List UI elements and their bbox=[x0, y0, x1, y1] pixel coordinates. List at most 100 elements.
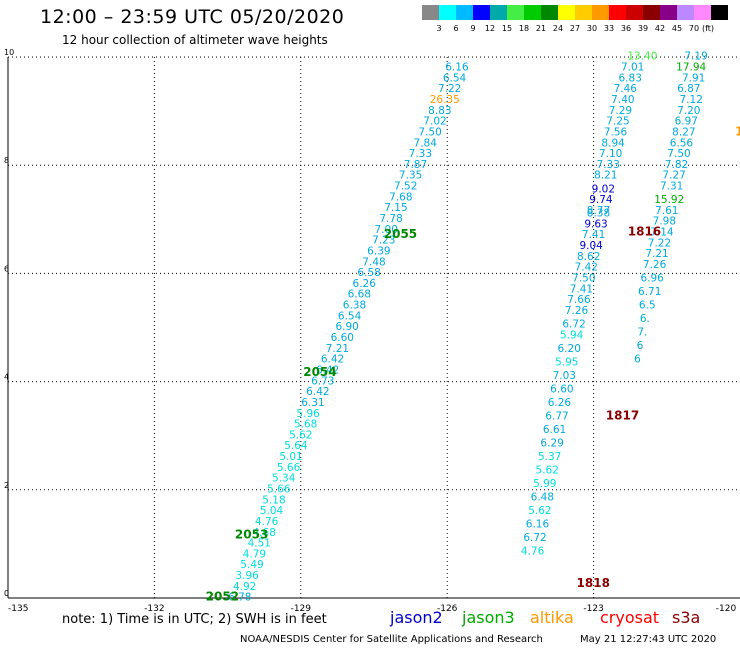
wave-height-label: 7.91 bbox=[682, 72, 705, 84]
wave-height-label: 7.40 bbox=[611, 94, 634, 106]
wave-height-label: 6. bbox=[640, 313, 650, 325]
wave-height-label: 7.50 bbox=[418, 126, 441, 138]
wave-height-label: 7.25 bbox=[606, 116, 629, 128]
legend-swatch bbox=[643, 5, 660, 20]
wave-height-label: 7.19 bbox=[684, 51, 707, 63]
y-tick-label: 10 bbox=[4, 48, 14, 57]
wave-height-label: 7.68 bbox=[389, 191, 412, 203]
wave-height-label: 8.21 bbox=[594, 170, 617, 182]
wave-height-label: 7.56 bbox=[604, 126, 628, 138]
wave-height-label: 6.39 bbox=[367, 245, 390, 257]
wave-height-label: 6.26 bbox=[353, 278, 377, 290]
map-subtitle: 12 hour collection of altimeter wave hei… bbox=[62, 33, 328, 47]
wave-height-label: 6.73 bbox=[311, 375, 334, 387]
wave-height-label: 7.21 bbox=[645, 248, 668, 260]
y-tick-label: 4 bbox=[4, 373, 9, 382]
x-tick-label: -120 bbox=[716, 604, 737, 614]
map-title: 12:00 – 23:59 UTC 05/20/2020 bbox=[40, 6, 345, 28]
wave-height-label: 7.14 bbox=[650, 227, 674, 239]
wave-height-label: 7.46 bbox=[614, 83, 638, 95]
wave-height-label: 7.50 bbox=[667, 148, 690, 160]
wave-height-label: 7.31 bbox=[660, 181, 683, 193]
wave-height-label: 4.51 bbox=[248, 538, 271, 550]
wave-height-label: 5.64 bbox=[284, 440, 308, 452]
wave-height-label: 6.71 bbox=[638, 286, 661, 298]
wave-height-label: 5.18 bbox=[262, 494, 285, 506]
wave-height-label: 6.87 bbox=[677, 83, 700, 95]
wave-height-label: 6.16 bbox=[526, 519, 550, 531]
legend-label: 12 bbox=[484, 24, 496, 33]
x-tick-label: -135 bbox=[8, 604, 28, 614]
pass-time-label: 2053 bbox=[235, 527, 268, 541]
satellite-cryosat: cryosat bbox=[600, 608, 660, 627]
satellite-s3a: s3a bbox=[672, 608, 701, 627]
wave-height-label: 7.00 bbox=[375, 224, 398, 236]
wave-height-label: 5.62 bbox=[289, 429, 312, 441]
wave-height-label: 17.94 bbox=[676, 62, 706, 74]
legend-swatch bbox=[490, 5, 507, 20]
wave-height-label: 6.48 bbox=[531, 492, 554, 504]
wave-height-label: 8.77 bbox=[587, 205, 610, 217]
legend-swatch bbox=[694, 5, 711, 20]
wave-height-label: 6.96 bbox=[640, 273, 664, 285]
wave-height-label: 6.42 bbox=[316, 364, 339, 376]
legend-label: 33 bbox=[603, 24, 615, 33]
legend-label: 24 bbox=[552, 24, 564, 33]
legend-swatch bbox=[592, 5, 609, 20]
wave-height-label: 9.74 bbox=[589, 194, 613, 206]
wave-height-label: 7.84 bbox=[414, 137, 438, 149]
wave-height-label: 7.02 bbox=[423, 116, 446, 128]
wave-height-label: 7.66 bbox=[567, 294, 591, 306]
legend-label: 27 bbox=[569, 24, 581, 33]
timestamp-text: May 21 12:27:43 UTC 2020 bbox=[580, 634, 717, 645]
legend-label: 18 bbox=[518, 24, 530, 33]
wave-height-label: 6.54 bbox=[443, 72, 467, 84]
wave-height-label: 9.04 bbox=[579, 240, 603, 252]
legend-label: 3 bbox=[436, 24, 442, 33]
wave-height-label: 7.82 bbox=[665, 159, 688, 171]
wave-height-label: 7.78 bbox=[379, 213, 402, 225]
wave-height-label: 5.95 bbox=[555, 356, 578, 368]
legend-label: 70 bbox=[688, 24, 700, 33]
pass-time-label: 1817 bbox=[606, 408, 639, 422]
wave-height-label: 7.03 bbox=[553, 370, 576, 382]
wave-height-label: 6.31 bbox=[301, 397, 324, 409]
legend-label: 42 bbox=[654, 24, 666, 33]
y-tick-label: 8 bbox=[4, 156, 9, 165]
wave-height-label: 7.26 bbox=[565, 305, 589, 317]
legend-swatch bbox=[439, 5, 456, 20]
pass-time-label: 2054 bbox=[303, 365, 336, 379]
wave-height-label: 7.98 bbox=[653, 216, 676, 228]
wave-height-label: 6.72 bbox=[562, 319, 585, 331]
legend-label: 39 bbox=[637, 24, 649, 33]
pass-time-label: 2055 bbox=[384, 227, 417, 241]
wave-height-label: 6 bbox=[634, 354, 641, 366]
wave-height-label: 7.42 bbox=[575, 262, 598, 274]
wave-height-label: 6.20 bbox=[558, 343, 581, 355]
wave-height-label: 7.35 bbox=[399, 170, 422, 182]
wave-height-label: 5.49 bbox=[240, 559, 263, 571]
wave-height-label: 4.76 bbox=[255, 516, 279, 528]
x-tick-label: -123 bbox=[583, 604, 603, 614]
legend-label: 45 bbox=[671, 24, 683, 33]
wave-height-label: 9.63 bbox=[584, 218, 607, 230]
wave-height-label: 6.16 bbox=[445, 62, 469, 74]
wave-height-label: 7.22 bbox=[648, 237, 671, 249]
legend-swatch bbox=[626, 5, 643, 20]
wave-height-label: 5.37 bbox=[538, 451, 561, 463]
legend-swatch bbox=[456, 5, 473, 20]
legend-swatch bbox=[473, 5, 490, 20]
legend-swatch bbox=[677, 5, 694, 20]
wave-height-label: 6.60 bbox=[550, 383, 573, 395]
wave-height-label: 6.29 bbox=[540, 438, 563, 450]
wave-height-label: 7.52 bbox=[394, 181, 417, 193]
pass-time-label: 135 bbox=[735, 124, 740, 138]
x-tick-label: -126 bbox=[437, 604, 458, 614]
wave-height-label: 7.15 bbox=[384, 202, 407, 214]
legend-swatch bbox=[609, 5, 626, 20]
satellite-jason2: jason2 bbox=[390, 608, 443, 627]
wave-height-label: 8.83 bbox=[428, 105, 451, 117]
legend-label: 36 bbox=[620, 24, 632, 33]
